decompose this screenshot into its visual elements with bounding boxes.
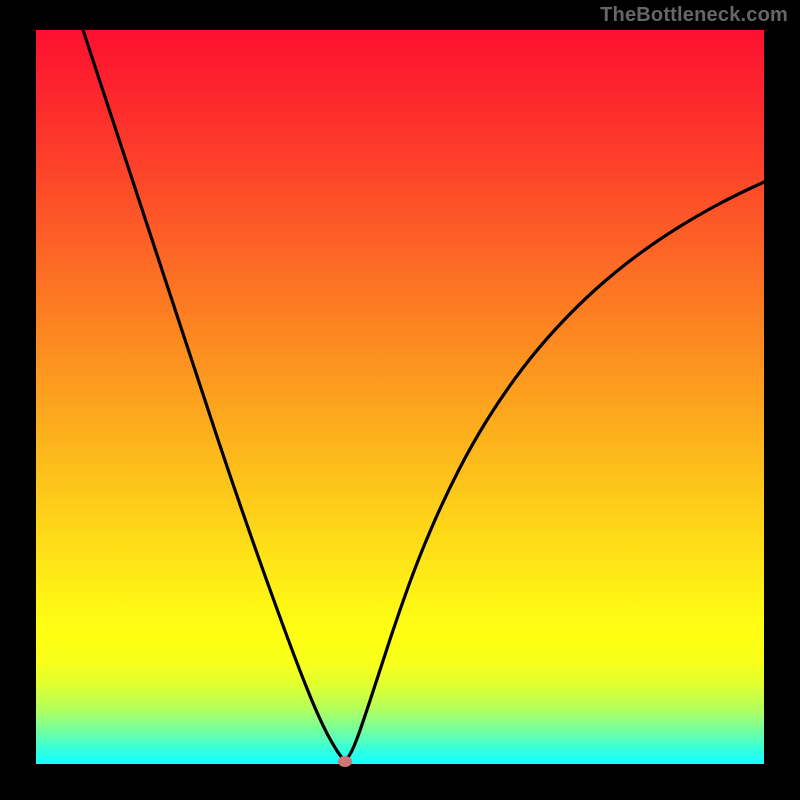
plot-area <box>36 30 764 764</box>
curve-line <box>36 30 764 764</box>
chart-frame: TheBottleneck.com <box>0 0 800 800</box>
optimum-marker <box>338 756 352 767</box>
attribution-text: TheBottleneck.com <box>600 4 788 27</box>
